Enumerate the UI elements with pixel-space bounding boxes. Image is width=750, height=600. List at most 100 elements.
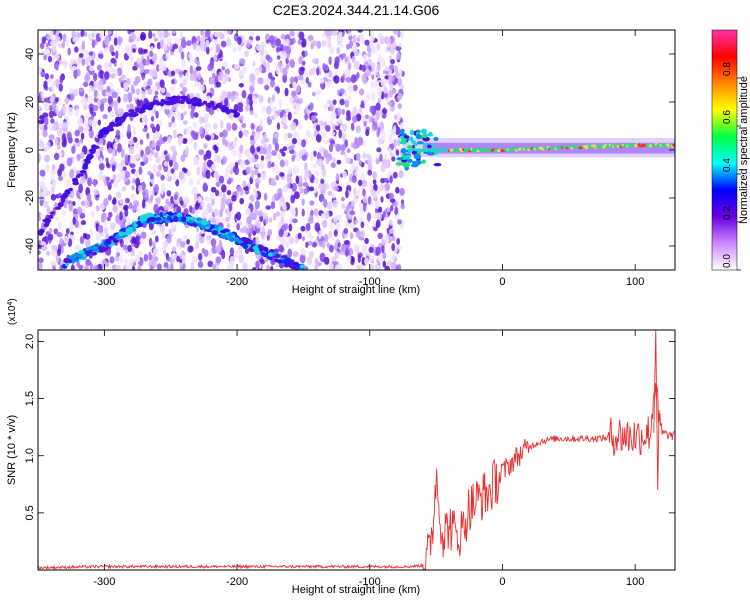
spectrogram-noise-dot: [314, 57, 319, 65]
spectrogram-noise-dot: [371, 91, 376, 101]
spectrogram-noise-dot: [277, 152, 282, 160]
spectrogram-noise-dot: [197, 260, 204, 268]
spectrogram-noise-dot: [135, 141, 140, 149]
spectrogram-noise-dot: [352, 115, 358, 124]
spectrogram-noise-dot: [170, 195, 174, 204]
spectrogram-noise-dot: [53, 202, 58, 208]
spectrogram-noise-dot: [346, 30, 352, 34]
spectrogram-noise-dot: [276, 87, 281, 94]
spectrogram-noise-dot: [367, 196, 372, 205]
spectrogram-noise-dot: [344, 99, 350, 108]
spectrogram-noise-dot: [352, 106, 358, 116]
spectrogram-noise-dot: [141, 190, 146, 196]
spectrogram-noise-dot: [46, 141, 51, 150]
spectrogram-noise-dot: [134, 169, 140, 177]
spectrogram-noise-dot: [225, 198, 232, 204]
spectrogram-noise-dot: [275, 65, 280, 76]
spectrogram-noise-dot: [259, 259, 265, 265]
spectrogram-noise-dot: [181, 59, 186, 68]
spectrogram-noise-dot: [184, 72, 190, 81]
spectrogram-noise-dot: [186, 171, 191, 177]
spectrogram-noise-dot: [353, 60, 360, 70]
spectrogram-noise-dot: [262, 212, 268, 220]
spectrogram-noise-dot: [50, 260, 56, 266]
spectrogram-noise-dot: [99, 103, 105, 112]
carrier-onset-dot: [433, 163, 442, 167]
spectrogram-noise-dot: [225, 216, 230, 223]
spectrogram-noise-dot: [381, 245, 385, 254]
spectrogram-noise-dot: [367, 169, 372, 176]
spectrogram-noise-dot: [291, 154, 295, 162]
spectrogram-noise-dot: [288, 96, 294, 104]
spectrogram-noise-dot: [329, 105, 335, 112]
spectrogram-noise-dot: [322, 132, 327, 139]
spectrogram-noise-dot: [106, 216, 111, 222]
spectrogram-noise-dot: [275, 211, 280, 217]
spectrogram-noise-dot: [386, 207, 391, 213]
spectrogram-noise-dot: [327, 190, 333, 196]
spectrogram-noise-dot: [214, 189, 220, 197]
spectrogram-noise-dot: [245, 104, 250, 112]
upper-arc-dot: [233, 113, 239, 118]
spectrogram-noise-dot: [334, 264, 341, 270]
spectrogram-noise-dot: [200, 30, 204, 36]
spectrogram-noise-dot: [358, 179, 363, 186]
spectrogram-noise-dot: [249, 73, 256, 83]
spectrogram-noise-dot: [197, 196, 203, 204]
spectrogram-noise-dot: [260, 155, 265, 161]
spectrogram-noise-dot: [324, 30, 331, 37]
spectrogram-noise-dot: [153, 37, 158, 43]
spectrogram-noise-dot: [395, 45, 402, 52]
spectrogram-noise-dot: [393, 138, 397, 149]
spectrogram-noise-dot: [269, 80, 275, 88]
spectrogram-noise-dot: [371, 108, 376, 116]
upper-arc-dot: [60, 198, 66, 203]
spectrogram-noise-dot: [129, 30, 136, 33]
spectrogram-noise-dot: [291, 90, 297, 98]
spectrogram-noise-dot: [318, 146, 325, 154]
spectrogram-noise-dot: [52, 41, 58, 47]
spectrogram-noise-dot: [250, 31, 255, 37]
snr-y-ticks: 0.5 1.0 1.5 2.0: [24, 334, 675, 521]
spectrogram-noise-dot: [210, 133, 215, 140]
spectrogram-noise-dot: [336, 47, 340, 55]
upper-arc-dot: [76, 173, 84, 177]
spectrogram-noise-dot: [376, 147, 382, 153]
spectrogram-noise-dot: [334, 250, 339, 260]
spectrogram-noise-dot: [176, 205, 182, 215]
spectrogram-noise-dot: [205, 95, 211, 101]
spectrogram-noise-dot: [296, 157, 301, 162]
spectrogram-y-ticks: -40 -20 0 20 40: [24, 48, 675, 254]
spectrogram-noise-dot: [325, 156, 330, 165]
spectrogram-noise-dot: [128, 145, 135, 155]
spectrogram-noise-dot: [54, 137, 59, 146]
spectrogram-noise-dot: [331, 157, 337, 163]
spectrogram-noise-dot: [335, 124, 341, 131]
spectrogram-noise-dot: [348, 173, 353, 183]
lower-arc-dot: [211, 229, 219, 236]
spectrogram-noise-dot: [336, 214, 343, 221]
spectrogram-noise-dot: [110, 157, 116, 164]
spectrogram-noise-dot: [161, 64, 167, 72]
spectrogram-noise-dot: [293, 95, 299, 101]
spectrogram-noise-dot: [278, 200, 283, 207]
spectrogram-noise-dot: [72, 216, 76, 226]
lower-arc-dot: [133, 223, 138, 228]
spectrogram-x-tick-label: -300: [93, 276, 115, 288]
spectrogram-noise-dot: [272, 194, 276, 201]
spectrogram-noise-dot: [148, 30, 153, 39]
spectrogram-noise-dot: [100, 212, 107, 222]
spectrogram-noise-dot: [326, 80, 332, 88]
spectrogram-noise-dot: [119, 255, 124, 265]
spectrogram-noise-dot: [50, 174, 55, 182]
spectrogram-y-tick-label: 40: [24, 48, 36, 60]
spectrogram-noise-dot: [112, 197, 117, 205]
spectrogram-noise-dot: [213, 171, 219, 178]
spectrogram-noise-dot: [54, 35, 61, 43]
spectrogram-noise-dot: [156, 84, 161, 91]
upper-arc-dot: [85, 155, 93, 160]
spectrogram-noise-dot: [384, 79, 389, 84]
spectrogram-noise-dot: [46, 206, 51, 215]
spectrogram-noise-dot: [166, 234, 172, 244]
spectrogram-noise-dot: [390, 261, 397, 270]
